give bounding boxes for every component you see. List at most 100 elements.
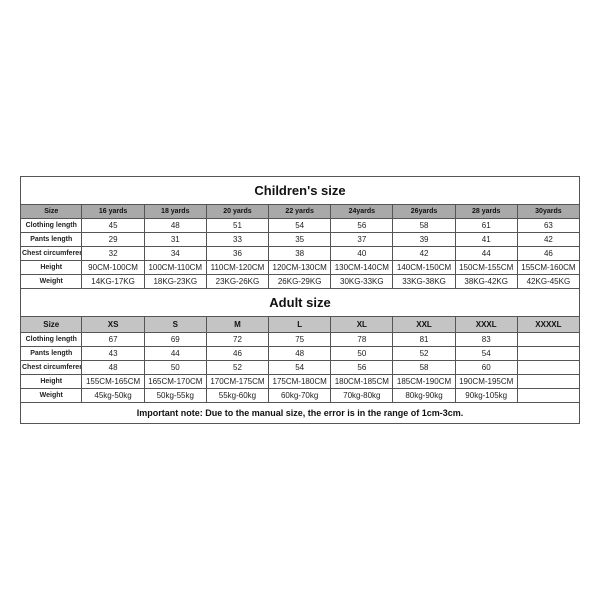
cell: 52 [393, 347, 455, 361]
note-row: Important note: Due to the manual size, … [21, 403, 580, 424]
cell: 35 [269, 233, 331, 247]
cell: 56 [331, 361, 393, 375]
cell: 155CM-160CM [517, 261, 579, 275]
row-label: Clothing length [21, 333, 82, 347]
children-row-chest: Chest circumference 1/2 32 34 36 38 40 4… [21, 247, 580, 261]
row-label: Weight [21, 275, 82, 289]
cell: 150CM-155CM [455, 261, 517, 275]
cell: 39 [393, 233, 455, 247]
cell: 18KG-23KG [144, 275, 206, 289]
adult-header-cell: XS [82, 317, 144, 333]
cell: 48 [82, 361, 144, 375]
cell: 67 [82, 333, 144, 347]
cell: 52 [206, 361, 268, 375]
cell: 81 [393, 333, 455, 347]
cell: 175CM-180CM [269, 375, 331, 389]
row-label: Height [21, 375, 82, 389]
cell: 69 [144, 333, 206, 347]
adult-header-size: Size [21, 317, 82, 333]
cell: 29 [82, 233, 144, 247]
cell: 48 [144, 219, 206, 233]
cell: 45 [82, 219, 144, 233]
size-chart-table: Children's size Size 16 yards 18 yards 2… [20, 176, 580, 424]
adult-header-cell: S [144, 317, 206, 333]
cell: 54 [455, 347, 517, 361]
cell: 30KG-33KG [331, 275, 393, 289]
cell: 75 [269, 333, 331, 347]
row-label: Pants length [21, 233, 82, 247]
cell: 130CM-140CM [331, 261, 393, 275]
cell: 46 [517, 247, 579, 261]
cell [517, 347, 579, 361]
cell: 40 [331, 247, 393, 261]
cell: 50kg-55kg [144, 389, 206, 403]
adult-header-cell: XXXXL [517, 317, 579, 333]
cell: 33KG-38KG [393, 275, 455, 289]
row-label: Height [21, 261, 82, 275]
cell: 45kg-50kg [82, 389, 144, 403]
adult-row-weight: Weight 45kg-50kg 50kg-55kg 55kg-60kg 60k… [21, 389, 580, 403]
cell: 185CM-190CM [393, 375, 455, 389]
cell: 43 [82, 347, 144, 361]
row-label: Pants length [21, 347, 82, 361]
cell: 55kg-60kg [206, 389, 268, 403]
cell: 170CM-175CM [206, 375, 268, 389]
cell [517, 389, 579, 403]
cell: 50 [144, 361, 206, 375]
adult-header-row: Size XS S M L XL XXL XXXL XXXXL [21, 317, 580, 333]
cell: 51 [206, 219, 268, 233]
cell: 36 [206, 247, 268, 261]
row-label: Chest circumference 1/2 [21, 247, 82, 261]
cell: 48 [269, 347, 331, 361]
adult-title-row: Adult size [21, 289, 580, 317]
cell: 44 [455, 247, 517, 261]
children-header-cell: 20 yards [206, 205, 268, 219]
children-header-cell: 18 yards [144, 205, 206, 219]
cell: 23KG-26KG [206, 275, 268, 289]
cell: 83 [455, 333, 517, 347]
row-label: Clothing length [21, 219, 82, 233]
adult-header-cell: XXL [393, 317, 455, 333]
cell: 42 [393, 247, 455, 261]
adult-header-cell: XL [331, 317, 393, 333]
cell [517, 333, 579, 347]
cell: 70kg-80kg [331, 389, 393, 403]
cell: 120CM-130CM [269, 261, 331, 275]
cell: 61 [455, 219, 517, 233]
children-row-height: Height 90CM-100CM 100CM-110CM 110CM-120C… [21, 261, 580, 275]
cell: 41 [455, 233, 517, 247]
row-label: Chest circumference 1/2 [21, 361, 82, 375]
cell: 90kg-105kg [455, 389, 517, 403]
children-row-pants-length: Pants length 29 31 33 35 37 39 41 42 [21, 233, 580, 247]
cell: 58 [393, 219, 455, 233]
cell: 31 [144, 233, 206, 247]
cell: 165CM-170CM [144, 375, 206, 389]
adult-header-cell: M [206, 317, 268, 333]
cell: 33 [206, 233, 268, 247]
cell: 60kg-70kg [269, 389, 331, 403]
cell: 50 [331, 347, 393, 361]
adult-header-cell: L [269, 317, 331, 333]
children-title: Children's size [21, 177, 580, 205]
cell: 58 [393, 361, 455, 375]
cell: 155CM-165CM [82, 375, 144, 389]
cell: 38KG-42KG [455, 275, 517, 289]
children-header-cell: 28 yards [455, 205, 517, 219]
cell: 56 [331, 219, 393, 233]
children-header-size: Size [21, 205, 82, 219]
children-header-cell: 24yards [331, 205, 393, 219]
children-row-clothing-length: Clothing length 45 48 51 54 56 58 61 63 [21, 219, 580, 233]
cell [517, 361, 579, 375]
cell: 26KG-29KG [269, 275, 331, 289]
cell: 14KG-17KG [82, 275, 144, 289]
cell: 180CM-185CM [331, 375, 393, 389]
adult-row-height: Height 155CM-165CM 165CM-170CM 170CM-175… [21, 375, 580, 389]
cell: 54 [269, 361, 331, 375]
cell: 37 [331, 233, 393, 247]
cell [517, 375, 579, 389]
important-note: Important note: Due to the manual size, … [21, 403, 580, 424]
cell: 63 [517, 219, 579, 233]
cell: 60 [455, 361, 517, 375]
cell: 190CM-195CM [455, 375, 517, 389]
children-header-cell: 30yards [517, 205, 579, 219]
